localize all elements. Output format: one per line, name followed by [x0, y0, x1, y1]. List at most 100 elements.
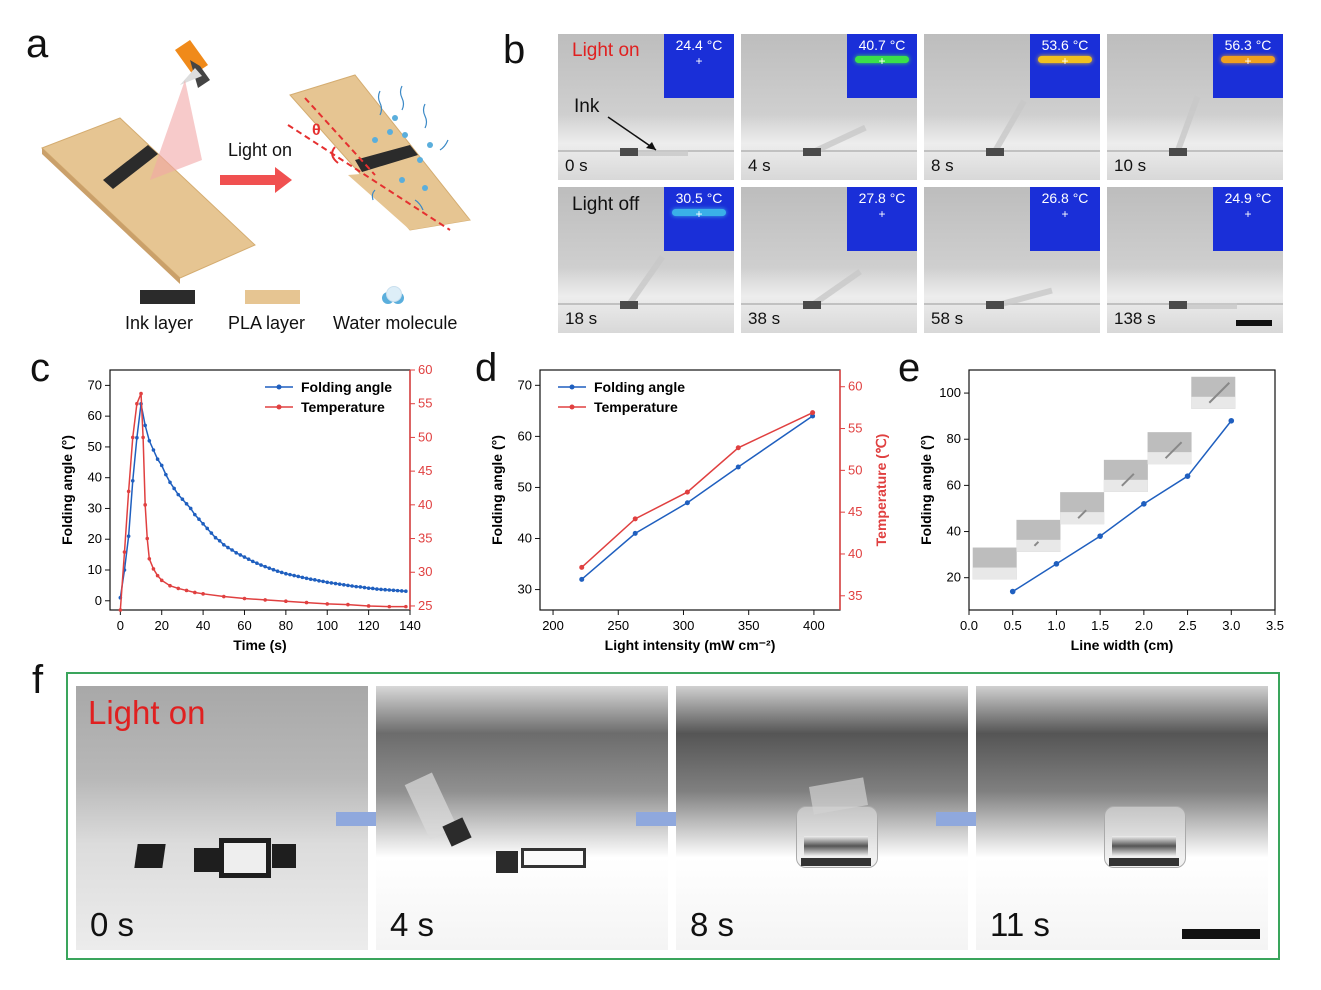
sample-strip	[628, 150, 688, 156]
data-point	[284, 571, 288, 576]
data-point	[188, 506, 193, 511]
ink-spot	[620, 148, 638, 156]
data-point	[130, 478, 135, 483]
ink-stripe-flat	[103, 145, 158, 189]
series-line	[119, 393, 406, 611]
ink-pointer-arrow	[607, 116, 657, 151]
data-point	[288, 572, 292, 577]
panel-label-d: d	[475, 346, 498, 390]
data-point	[238, 553, 243, 557]
data-point	[180, 497, 185, 502]
y-tick-label: 60	[88, 408, 102, 423]
y-tick-label: 60	[518, 428, 532, 443]
y2-tick-label: 50	[418, 429, 432, 444]
water-molecule-icon	[380, 286, 408, 306]
y-tick-label: 70	[88, 377, 102, 392]
y2-tick-label: 40	[848, 546, 862, 561]
frame-time: 138 s	[1114, 309, 1156, 328]
heat-band	[855, 56, 909, 63]
data-point	[346, 583, 350, 588]
data-point	[358, 585, 363, 589]
series-line	[119, 403, 406, 598]
y2-tick-label: 25	[418, 598, 432, 613]
data-point	[263, 598, 267, 602]
y2-tick-label: 45	[418, 463, 432, 478]
data-point	[143, 423, 147, 428]
y2-tick-label: 35	[418, 531, 432, 546]
panel-label-f: f	[32, 658, 44, 702]
y-tick-label: 40	[88, 470, 102, 485]
thermal-photo: 24.9 °C +138 s	[1107, 187, 1283, 333]
box-hinge-shadow	[1109, 858, 1179, 866]
thermal-inset: 24.4 °C +	[664, 34, 734, 98]
data-point	[164, 472, 168, 477]
data-point	[1009, 588, 1016, 595]
ink-spot	[620, 301, 638, 309]
data-point	[370, 586, 375, 591]
crosshair-icon: +	[1061, 54, 1069, 68]
data-point	[296, 574, 301, 579]
crosshair-icon: +	[1244, 207, 1252, 221]
temperature-readout: 24.9 °C	[1224, 190, 1272, 206]
thermal-photo: 53.6 °C +8 s	[924, 34, 1100, 180]
x-tick-label: 300	[673, 618, 695, 633]
scale-bar-f	[1182, 929, 1260, 939]
panel-label-a: a	[26, 22, 49, 66]
ink-patch	[272, 844, 296, 868]
data-point	[308, 577, 313, 582]
data-point	[1141, 501, 1147, 507]
arrow-right-icon	[220, 167, 292, 193]
x-tick-label: 250	[607, 618, 629, 633]
data-point	[684, 489, 690, 495]
frame-time: 10 s	[1114, 156, 1147, 175]
panel-label-c: c	[30, 346, 50, 390]
temperature-readout: 30.5 °C	[675, 190, 723, 206]
data-point	[354, 584, 359, 589]
data-point	[159, 463, 164, 468]
data-point	[366, 586, 371, 590]
schematic-a	[41, 40, 471, 284]
data-point	[226, 545, 230, 550]
x-axis-label: Line width (cm)	[1071, 637, 1174, 653]
thumbnail-photo	[1103, 459, 1148, 492]
data-point	[284, 599, 288, 604]
x-axis-label: Light intensity (mW cm⁻²)	[605, 637, 776, 653]
thermal-inset: 26.8 °C +	[1030, 187, 1100, 251]
data-point	[141, 435, 145, 440]
data-point	[221, 542, 226, 547]
data-point	[193, 590, 197, 595]
x-tick-label: 80	[279, 618, 293, 633]
data-point	[197, 517, 201, 522]
data-point	[118, 608, 123, 612]
y-axis-label: Folding angle (°)	[489, 435, 505, 545]
data-point	[147, 438, 152, 443]
ink-patch	[194, 848, 222, 872]
y2-axis-label: Temperature (℃)	[443, 434, 445, 547]
ink-layer-swatch	[140, 290, 195, 304]
data-point	[404, 604, 408, 609]
data-point	[130, 435, 135, 440]
x-tick-label: 3.5	[1266, 618, 1284, 633]
data-point	[168, 583, 172, 588]
thermal-photo: 27.8 °C +38 s	[741, 187, 917, 333]
legend-marker	[276, 384, 282, 390]
light-on-label: Light on	[572, 40, 640, 61]
y-tick-label: 40	[518, 531, 532, 546]
crosshair-icon: +	[1061, 207, 1069, 221]
origami-frame: Light on 0 s	[76, 686, 368, 950]
data-point	[313, 578, 317, 582]
y2-tick-label: 30	[418, 564, 432, 579]
data-point	[168, 480, 172, 485]
light-on-label-f: Light on	[88, 694, 206, 731]
frame-time: 4 s	[748, 156, 771, 175]
data-point	[1228, 417, 1235, 424]
temperature-readout: 27.8 °C	[858, 190, 906, 206]
data-point	[172, 486, 176, 491]
box-hinge	[1112, 836, 1176, 856]
data-point	[350, 584, 354, 588]
crosshair-icon: +	[695, 207, 703, 221]
legend-ink-layer: Ink layer	[125, 313, 194, 333]
data-point	[205, 526, 210, 531]
data-point	[151, 448, 156, 452]
x-tick-label: 200	[542, 618, 564, 633]
